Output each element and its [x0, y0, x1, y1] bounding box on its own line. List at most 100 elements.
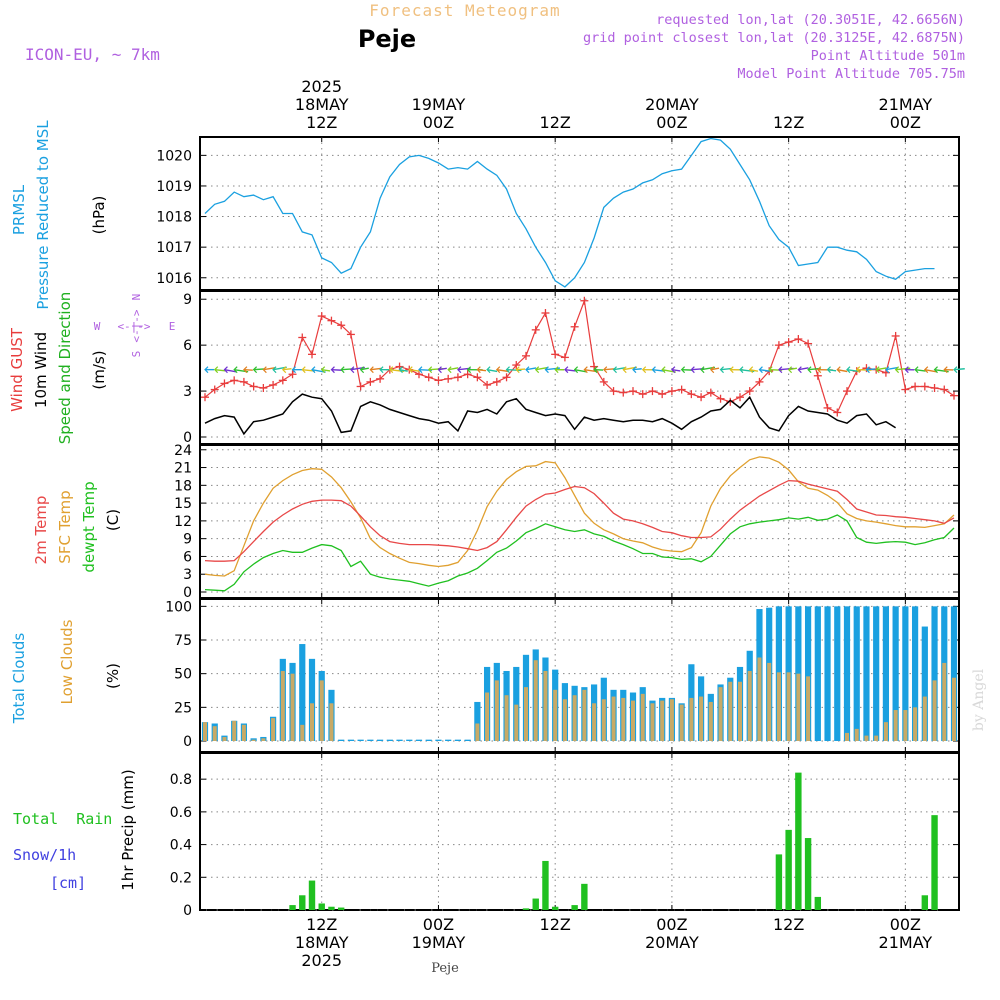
ytick-label: 12 [174, 514, 192, 530]
total-cloud-bar [804, 606, 812, 741]
low-cloud-bar [475, 723, 480, 741]
low-cloud-bar [485, 692, 490, 741]
total-cloud-bar [454, 739, 462, 741]
compass-ns-arrows: <-|-> [130, 309, 143, 342]
ytick-label: 0.8 [170, 772, 192, 788]
low-cloud-bar [903, 710, 908, 741]
precip-unit: 1hr Precip (mm) [119, 769, 137, 890]
wind-arrow-head [632, 366, 637, 374]
wind-arrow-head [350, 366, 355, 374]
low-cloud-bar [621, 697, 626, 741]
clouds-unit: (%) [104, 663, 122, 689]
wind-direction-arrow [671, 368, 681, 372]
total-cloud-bar [376, 739, 384, 741]
low-cloud-bar [932, 680, 937, 741]
wind-direction-arrow [545, 367, 561, 371]
low-cloud-bar [611, 696, 616, 741]
time-label: 00Z [423, 915, 454, 934]
total-cloud-bar [386, 739, 393, 741]
wind-arrow-head [641, 366, 647, 374]
wind-arrow-head [661, 366, 666, 374]
meteogram-title: Forecast Meteogram [369, 1, 560, 20]
low-cloud-bar [845, 732, 849, 741]
total-cloud-bar [824, 606, 831, 741]
total-cloud-bar [299, 644, 306, 741]
wind-arrow-head [437, 366, 442, 374]
low-cloud-bar [582, 689, 587, 741]
total-cloud-bar [931, 606, 938, 741]
wind-arrow-head [671, 366, 676, 374]
dewpt-line [204, 514, 955, 592]
wind-arrow-head [816, 366, 822, 374]
rain-bar [921, 895, 929, 910]
low-cloud-bar [241, 724, 246, 741]
watermark: by Angel [971, 668, 987, 731]
wind-direction-arrow [574, 368, 587, 373]
wind-arrow-head [933, 366, 938, 374]
wind-direction-arrow [525, 367, 537, 371]
total-cloud-bar [950, 606, 958, 741]
clouds-side-label: Total Clouds Low Clouds (%) [10, 619, 122, 724]
wind-direction-arrow [876, 367, 887, 371]
wind-direction-arrow [253, 368, 265, 371]
wind-arrow-head [836, 366, 841, 374]
wind-direction-arrow [370, 367, 382, 371]
total-cloud-bar [338, 739, 345, 741]
total-cloud-bar [513, 666, 520, 741]
low-cloud-bar [893, 710, 898, 741]
compass-north: N [130, 294, 143, 301]
model-label: ICON-EU, ~ 7km [25, 45, 160, 64]
sfc-temp-line [204, 456, 955, 577]
wind-direction-arrow [399, 368, 408, 372]
wind-arrow-head [875, 366, 880, 374]
wind-arrow-head [213, 366, 219, 374]
precip-label-rain: Total Rain [13, 810, 112, 828]
wind-direction-arrow [486, 368, 498, 373]
ytick-label: 0 [183, 903, 192, 919]
low-cloud-bar [514, 704, 519, 741]
time-label: 12Z [540, 915, 571, 934]
low-cloud-bar [922, 696, 927, 741]
low-cloud-bar [543, 670, 548, 741]
pressure-panel: 1016 1017 1018 1019 1020 [156, 136, 960, 291]
precip-label-snow: Snow/1h [13, 846, 76, 864]
low-cloud-bar [883, 722, 888, 741]
total-cloud-bar [474, 701, 481, 741]
time-label: 21MAY [879, 933, 933, 952]
low-cloud-bar [232, 720, 237, 741]
low-cloud-bar [718, 687, 723, 741]
time-label: 00Z [656, 113, 687, 132]
low-cloud-bar [494, 680, 499, 741]
ytick-label: 21 [174, 461, 192, 477]
footer-station: Peje [431, 961, 459, 976]
time-label: 20MAY [645, 933, 699, 952]
rain-bar [299, 895, 306, 910]
wind-direction-arrow [856, 368, 872, 371]
time-label: 12Z [540, 113, 571, 132]
wind-direction-arrow [214, 368, 226, 372]
ytick-label: 1018 [156, 210, 192, 226]
low-cloud-bar [300, 724, 305, 741]
wind-arrow-head [729, 366, 734, 374]
total-cloud-bar [814, 606, 821, 741]
t2m-line [204, 479, 955, 562]
wind-arrow-head [807, 366, 812, 374]
pressure-label-2: Pressure Reduced to MSL [34, 120, 52, 310]
ytick-label: 50 [174, 667, 192, 683]
model-altitude: Model Point Altitude 705.75m [737, 66, 965, 82]
rain-bar [522, 908, 530, 910]
low-cloud-bar [689, 697, 694, 741]
wind-direction-arrow [564, 368, 576, 372]
wind-arrow-head [923, 366, 929, 374]
total-cloud-bar [415, 739, 423, 741]
compass-rose: N <-|-> S W <-|-> E [94, 294, 176, 358]
pressure-unit: (hPa) [90, 196, 108, 235]
ytick-label: 9 [183, 532, 192, 548]
low-cloud-bar [776, 672, 781, 741]
wind-arrow-head [846, 366, 851, 374]
wind-arrow-head [904, 366, 909, 374]
total-cloud-bar [834, 606, 841, 741]
low-cloud-bar [553, 689, 558, 741]
ytick-label: 1019 [156, 179, 192, 195]
wind-arrow-head [573, 366, 579, 374]
